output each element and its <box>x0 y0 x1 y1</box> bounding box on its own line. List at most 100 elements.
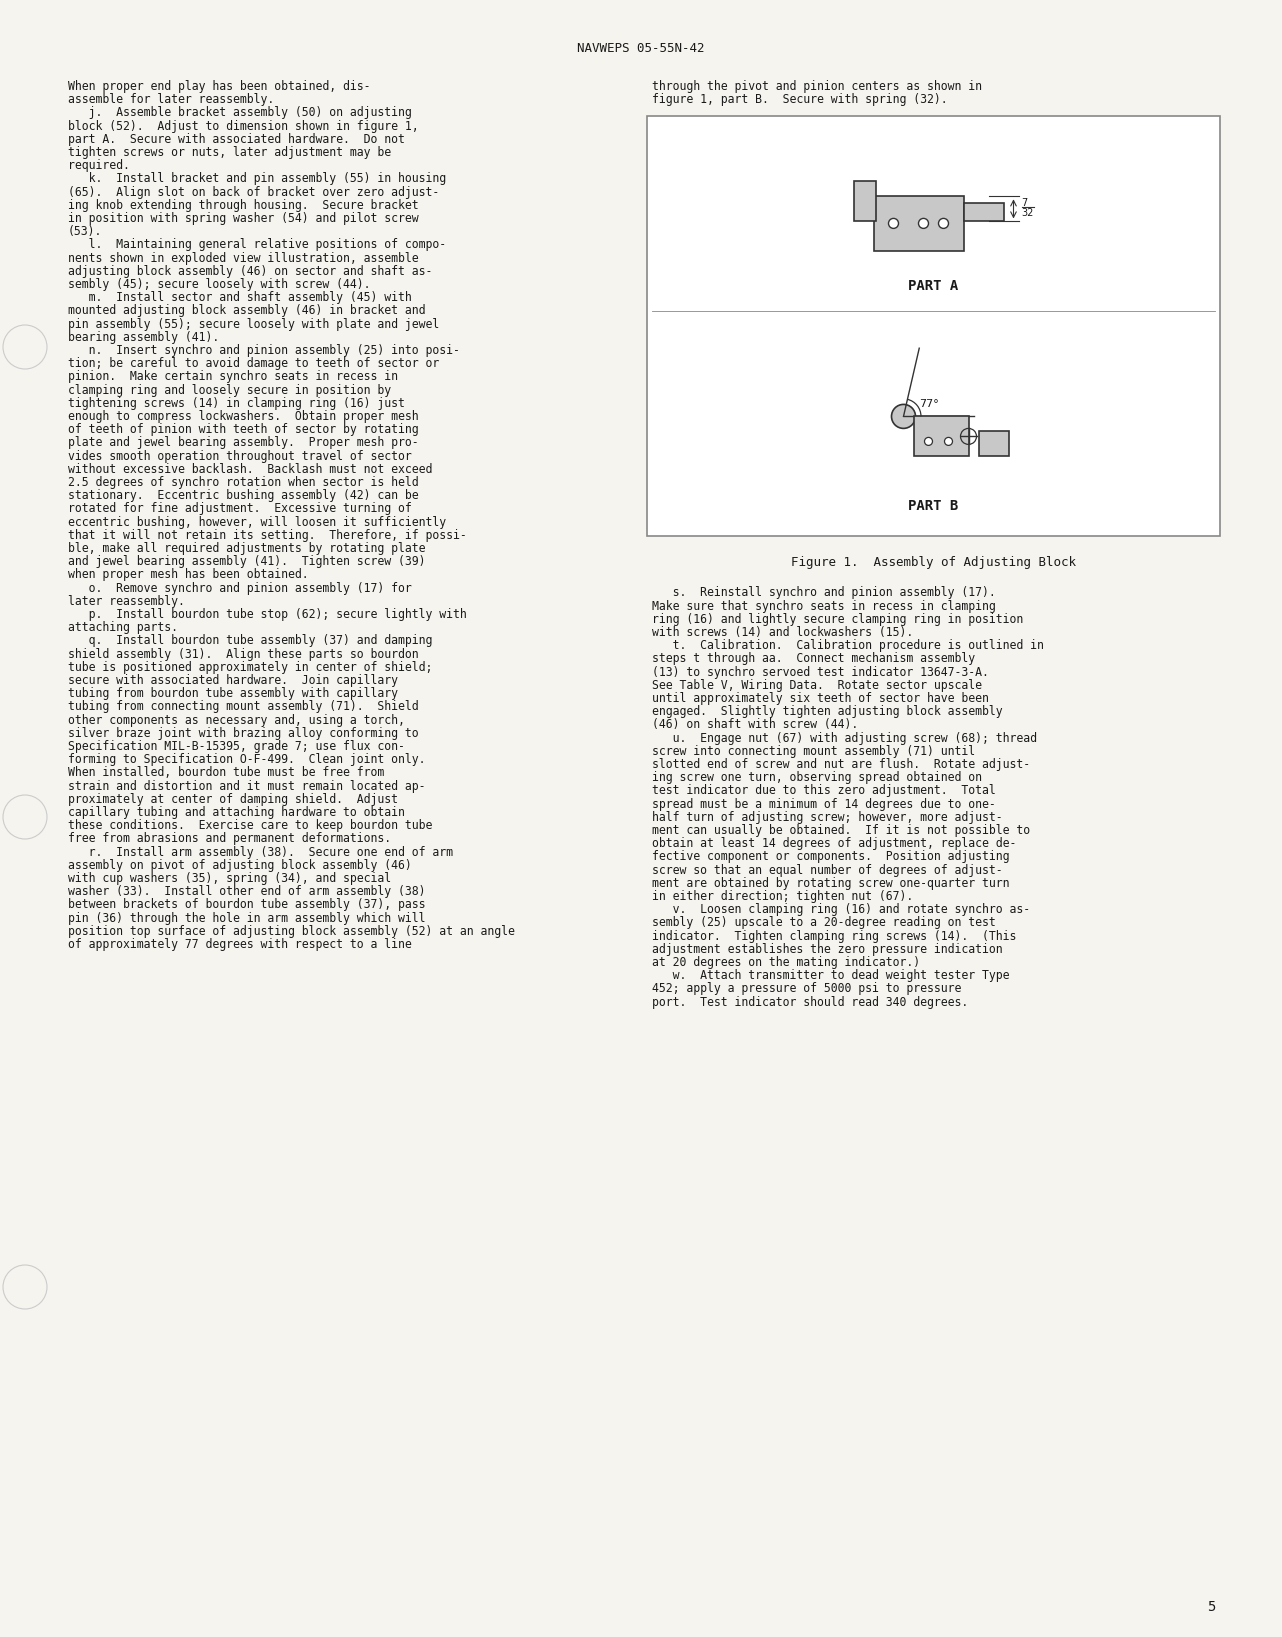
Text: Specification MIL-B-15395, grade 7; use flux con-: Specification MIL-B-15395, grade 7; use … <box>68 740 405 753</box>
Text: required.: required. <box>68 159 129 172</box>
Text: 32: 32 <box>1022 208 1033 218</box>
Text: with cup washers (35), spring (34), and special: with cup washers (35), spring (34), and … <box>68 873 391 886</box>
Text: mounted adjusting block assembly (46) in bracket and: mounted adjusting block assembly (46) in… <box>68 304 426 318</box>
Text: 7: 7 <box>1022 198 1028 208</box>
Text: p.  Install bourdon tube stop (62); secure lightly with: p. Install bourdon tube stop (62); secur… <box>68 607 467 620</box>
Bar <box>914 416 968 457</box>
Text: pin (36) through the hole in arm assembly which will: pin (36) through the hole in arm assembl… <box>68 912 426 925</box>
Text: shield assembly (31).  Align these parts so bourdon: shield assembly (31). Align these parts … <box>68 648 419 661</box>
Text: free from abrasions and permanent deformations.: free from abrasions and permanent deform… <box>68 832 391 845</box>
Text: ing screw one turn, observing spread obtained on: ing screw one turn, observing spread obt… <box>653 771 982 784</box>
Text: nents shown in exploded view illustration, assemble: nents shown in exploded view illustratio… <box>68 252 419 265</box>
Text: rotated for fine adjustment.  Excessive turning of: rotated for fine adjustment. Excessive t… <box>68 503 412 516</box>
Bar <box>978 432 1009 457</box>
Text: block (52).  Adjust to dimension shown in figure 1,: block (52). Adjust to dimension shown in… <box>68 120 419 133</box>
Text: NAVWEPS 05-55N-42: NAVWEPS 05-55N-42 <box>577 41 705 54</box>
Circle shape <box>938 218 949 229</box>
Text: bearing assembly (41).: bearing assembly (41). <box>68 331 219 344</box>
Text: eccentric bushing, however, will loosen it sufficiently: eccentric bushing, however, will loosen … <box>68 516 446 529</box>
Text: o.  Remove synchro and pinion assembly (17) for: o. Remove synchro and pinion assembly (1… <box>68 581 412 594</box>
Text: and jewel bearing assembly (41).  Tighten screw (39): and jewel bearing assembly (41). Tighten… <box>68 555 426 568</box>
Text: stationary.  Eccentric bushing assembly (42) can be: stationary. Eccentric bushing assembly (… <box>68 489 419 503</box>
Circle shape <box>888 218 899 229</box>
Text: when proper mesh has been obtained.: when proper mesh has been obtained. <box>68 568 309 581</box>
Text: position top surface of adjusting block assembly (52) at an angle: position top surface of adjusting block … <box>68 925 515 938</box>
Text: (13) to synchro servoed test indicator 13647-3-A.: (13) to synchro servoed test indicator 1… <box>653 666 988 679</box>
Text: ring (16) and lightly secure clamping ring in position: ring (16) and lightly secure clamping ri… <box>653 612 1023 625</box>
Text: q.  Install bourdon tube assembly (37) and damping: q. Install bourdon tube assembly (37) an… <box>68 635 432 647</box>
Text: between brackets of bourdon tube assembly (37), pass: between brackets of bourdon tube assembl… <box>68 899 426 912</box>
Text: strain and distortion and it must remain located ap-: strain and distortion and it must remain… <box>68 779 426 792</box>
Bar <box>964 203 1004 221</box>
Text: pinion.  Make certain synchro seats in recess in: pinion. Make certain synchro seats in re… <box>68 370 397 383</box>
Text: tube is positioned approximately in center of shield;: tube is positioned approximately in cent… <box>68 661 432 674</box>
Text: fective component or components.  Position adjusting: fective component or components. Positio… <box>653 850 1009 863</box>
Text: engaged.  Slightly tighten adjusting block assembly: engaged. Slightly tighten adjusting bloc… <box>653 706 1003 719</box>
Text: v.  Loosen clamping ring (16) and rotate synchro as-: v. Loosen clamping ring (16) and rotate … <box>653 904 1031 917</box>
Bar <box>647 116 1220 537</box>
Text: tighten screws or nuts, later adjustment may be: tighten screws or nuts, later adjustment… <box>68 146 391 159</box>
Text: adjustment establishes the zero pressure indication: adjustment establishes the zero pressure… <box>653 943 1003 956</box>
Text: Make sure that synchro seats in recess in clamping: Make sure that synchro seats in recess i… <box>653 599 996 612</box>
Text: pin assembly (55); secure loosely with plate and jewel: pin assembly (55); secure loosely with p… <box>68 318 440 331</box>
Text: washer (33).  Install other end of arm assembly (38): washer (33). Install other end of arm as… <box>68 886 426 899</box>
Text: until approximately six teeth of sector have been: until approximately six teeth of sector … <box>653 692 988 706</box>
Text: other components as necessary and, using a torch,: other components as necessary and, using… <box>68 714 405 727</box>
Text: obtain at least 14 degrees of adjustment, replace de-: obtain at least 14 degrees of adjustment… <box>653 837 1017 850</box>
Text: 452; apply a pressure of 5000 psi to pressure: 452; apply a pressure of 5000 psi to pre… <box>653 982 962 995</box>
Text: adjusting block assembly (46) on sector and shaft as-: adjusting block assembly (46) on sector … <box>68 265 432 278</box>
Text: these conditions.  Exercise care to keep bourdon tube: these conditions. Exercise care to keep … <box>68 818 432 832</box>
Text: test indicator due to this zero adjustment.  Total: test indicator due to this zero adjustme… <box>653 784 996 797</box>
Text: 5: 5 <box>1206 1599 1215 1614</box>
Text: plate and jewel bearing assembly.  Proper mesh pro-: plate and jewel bearing assembly. Proper… <box>68 437 419 450</box>
Text: l.  Maintaining general relative positions of compo-: l. Maintaining general relative position… <box>68 239 446 252</box>
Text: in either direction; tighten nut (67).: in either direction; tighten nut (67). <box>653 891 913 904</box>
Text: clamping ring and loosely secure in position by: clamping ring and loosely secure in posi… <box>68 383 391 396</box>
Text: ment are obtained by rotating screw one-quarter turn: ment are obtained by rotating screw one-… <box>653 877 1009 891</box>
Text: k.  Install bracket and pin assembly (55) in housing: k. Install bracket and pin assembly (55)… <box>68 172 446 185</box>
Text: PART A: PART A <box>909 280 959 293</box>
Text: When installed, bourdon tube must be free from: When installed, bourdon tube must be fre… <box>68 766 385 779</box>
Text: vides smooth operation throughout travel of sector: vides smooth operation throughout travel… <box>68 450 412 463</box>
Text: at 20 degrees on the mating indicator.): at 20 degrees on the mating indicator.) <box>653 956 920 969</box>
Text: sembly (25) upscale to a 20-degree reading on test: sembly (25) upscale to a 20-degree readi… <box>653 917 996 930</box>
Text: sembly (45); secure loosely with screw (44).: sembly (45); secure loosely with screw (… <box>68 278 370 291</box>
Text: assembly on pivot of adjusting block assembly (46): assembly on pivot of adjusting block ass… <box>68 859 412 873</box>
Text: figure 1, part B.  Secure with spring (32).: figure 1, part B. Secure with spring (32… <box>653 93 947 106</box>
Text: attaching parts.: attaching parts. <box>68 620 178 634</box>
Text: that it will not retain its setting.  Therefore, if possi-: that it will not retain its setting. The… <box>68 529 467 542</box>
Text: steps t through aa.  Connect mechanism assembly: steps t through aa. Connect mechanism as… <box>653 653 976 665</box>
Text: PART B: PART B <box>909 499 959 514</box>
Text: 77°: 77° <box>919 399 938 409</box>
Circle shape <box>918 218 928 229</box>
Text: screw into connecting mount assembly (71) until: screw into connecting mount assembly (71… <box>653 745 976 758</box>
Text: capillary tubing and attaching hardware to obtain: capillary tubing and attaching hardware … <box>68 805 405 818</box>
Text: t.  Calibration.  Calibration procedure is outlined in: t. Calibration. Calibration procedure is… <box>653 638 1044 652</box>
Circle shape <box>945 437 953 445</box>
Text: tion; be careful to avoid damage to teeth of sector or: tion; be careful to avoid damage to teet… <box>68 357 440 370</box>
Circle shape <box>924 437 932 445</box>
Text: assemble for later reassembly.: assemble for later reassembly. <box>68 93 274 106</box>
Text: tubing from bourdon tube assembly with capillary: tubing from bourdon tube assembly with c… <box>68 688 397 701</box>
Circle shape <box>3 796 47 840</box>
Text: forming to Specification O-F-499.  Clean joint only.: forming to Specification O-F-499. Clean … <box>68 753 426 766</box>
Circle shape <box>3 326 47 368</box>
Text: of approximately 77 degrees with respect to a line: of approximately 77 degrees with respect… <box>68 938 412 951</box>
Text: tightening screws (14) in clamping ring (16) just: tightening screws (14) in clamping ring … <box>68 396 405 409</box>
Text: (46) on shaft with screw (44).: (46) on shaft with screw (44). <box>653 719 858 732</box>
Text: See Table V, Wiring Data.  Rotate sector upscale: See Table V, Wiring Data. Rotate sector … <box>653 679 982 692</box>
Text: screw so that an equal number of degrees of adjust-: screw so that an equal number of degrees… <box>653 864 1003 876</box>
Text: ble, make all required adjustments by rotating plate: ble, make all required adjustments by ro… <box>68 542 426 555</box>
Text: n.  Insert synchro and pinion assembly (25) into posi-: n. Insert synchro and pinion assembly (2… <box>68 344 460 357</box>
Text: Figure 1.  Assembly of Adjusting Block: Figure 1. Assembly of Adjusting Block <box>791 557 1076 570</box>
Bar <box>873 196 964 252</box>
Text: j.  Assemble bracket assembly (50) on adjusting: j. Assemble bracket assembly (50) on adj… <box>68 106 412 120</box>
Text: secure with associated hardware.  Join capillary: secure with associated hardware. Join ca… <box>68 674 397 688</box>
Text: m.  Install sector and shaft assembly (45) with: m. Install sector and shaft assembly (45… <box>68 291 412 304</box>
Text: w.  Attach transmitter to dead weight tester Type: w. Attach transmitter to dead weight tes… <box>653 969 1009 982</box>
Text: silver braze joint with brazing alloy conforming to: silver braze joint with brazing alloy co… <box>68 727 419 740</box>
Text: ment can usually be obtained.  If it is not possible to: ment can usually be obtained. If it is n… <box>653 823 1031 837</box>
Text: ing knob extending through housing.  Secure bracket: ing knob extending through housing. Secu… <box>68 198 419 211</box>
Text: spread must be a minimum of 14 degrees due to one-: spread must be a minimum of 14 degrees d… <box>653 797 996 810</box>
Text: in position with spring washer (54) and pilot screw: in position with spring washer (54) and … <box>68 213 419 224</box>
